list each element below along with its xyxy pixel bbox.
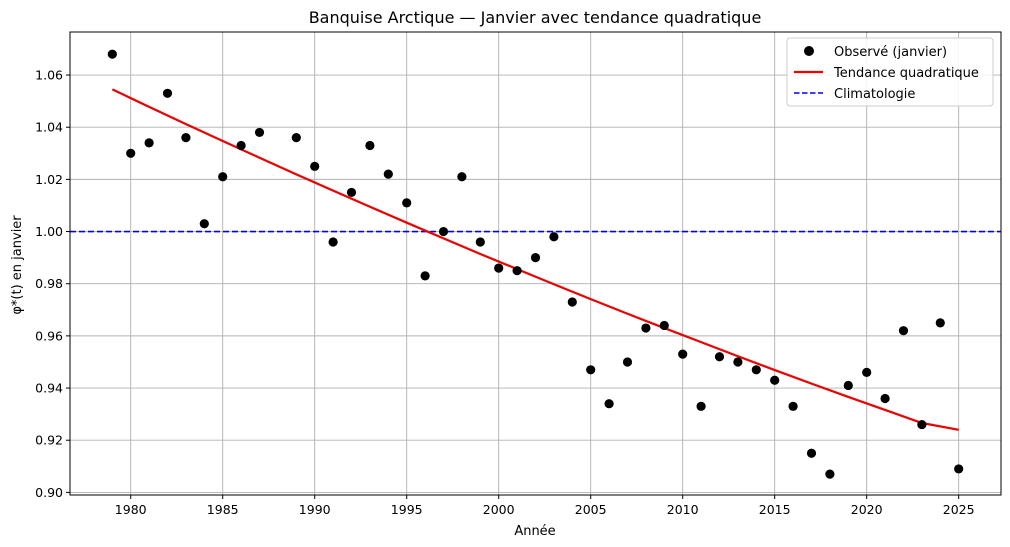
observed-point: [862, 367, 872, 378]
y-tick-label: 1.02: [35, 172, 63, 187]
observed-points-layer: [107, 49, 964, 479]
observed-point: [494, 263, 504, 273]
observed-point: [641, 323, 651, 333]
observed-point: [438, 226, 449, 237]
y-tick-label: 1.04: [35, 120, 63, 135]
observed-point: [512, 266, 522, 276]
observed-point: [328, 237, 338, 247]
y-tick-label: 0.92: [35, 433, 63, 448]
plot-frame: [69, 31, 1002, 496]
observed-point: [126, 148, 136, 158]
legend-label-climatology: Climatologie: [834, 87, 915, 102]
observed-point: [420, 271, 430, 281]
chart-title: Banquise Arctique — Janvier avec tendanc…: [309, 8, 762, 27]
y-tick-label: 0.98: [35, 276, 63, 291]
observed-point: [898, 326, 909, 336]
x-tick-label: 1985: [207, 502, 239, 517]
y-tick-label: 0.94: [35, 381, 63, 396]
observed-point: [806, 448, 817, 458]
observed-point: [236, 140, 246, 151]
observed-point: [843, 380, 853, 391]
observed-point: [383, 169, 393, 179]
x-tick-label: 1980: [115, 502, 147, 517]
x-tick-label: 2020: [851, 502, 883, 517]
observed-point: [254, 127, 265, 138]
observed-point: [475, 237, 485, 247]
observed-point: [365, 140, 375, 151]
observed-point: [107, 49, 117, 59]
observed-point: [181, 133, 191, 143]
observed-point: [622, 357, 633, 367]
observed-point: [696, 401, 706, 411]
trend-layer: [111, 88, 959, 431]
observed-point: [604, 399, 614, 409]
x-tick-label: 2015: [759, 502, 791, 517]
observed-point: [310, 161, 320, 171]
observed-point: [880, 393, 890, 404]
legend-box: [786, 37, 994, 107]
observed-point: [586, 365, 596, 375]
observed-point: [678, 349, 688, 359]
x-tick-label: 1990: [299, 502, 331, 517]
ticks-layer: 1980 1985 1990 1995 2000 2005 2010 2015 2020 2025…: [35, 68, 974, 517]
observed-point: [917, 419, 927, 430]
y-tick-label: 0.96: [35, 328, 63, 343]
x-axis-label: Année: [514, 524, 555, 539]
x-tick-label: 2005: [575, 502, 607, 517]
observed-point: [770, 375, 780, 385]
x-tick-label: 2000: [483, 502, 515, 517]
observed-point: [714, 352, 725, 362]
observed-point: [788, 401, 798, 411]
observed-point: [457, 172, 467, 182]
observed-point: [954, 464, 964, 474]
observed-point: [162, 88, 173, 98]
observed-point: [751, 365, 761, 375]
observed-point: [291, 133, 301, 143]
observed-point: [659, 320, 669, 331]
y-tick-label: 0.90: [35, 485, 63, 500]
x-tick-label: 1995: [391, 502, 423, 517]
x-tick-label: 2010: [667, 502, 699, 517]
observed-point: [567, 297, 577, 307]
observed-point: [733, 357, 743, 367]
observed-point: [346, 187, 357, 198]
y-axis-label: φ*(t) en janvier: [10, 215, 25, 315]
observed-point: [530, 253, 541, 263]
observed-point: [549, 232, 559, 242]
x-tick-label: 2025: [943, 502, 975, 517]
observed-point: [218, 172, 228, 182]
legend: Observé (janvier) Tendance quadratique C…: [786, 37, 994, 107]
observed-point: [935, 318, 945, 328]
observed-point: [825, 469, 835, 479]
observed-point: [199, 219, 209, 229]
observed-point: [144, 138, 154, 148]
legend-marker-observed: [804, 46, 814, 56]
y-tick-label: 1.06: [35, 68, 63, 83]
trend-line: [111, 88, 959, 431]
observed-point: [402, 198, 412, 208]
legend-label-observed: Observé (janvier): [834, 45, 947, 60]
legend-label-trend: Tendance quadratique: [833, 66, 979, 81]
y-tick-label: 1.00: [35, 224, 63, 239]
